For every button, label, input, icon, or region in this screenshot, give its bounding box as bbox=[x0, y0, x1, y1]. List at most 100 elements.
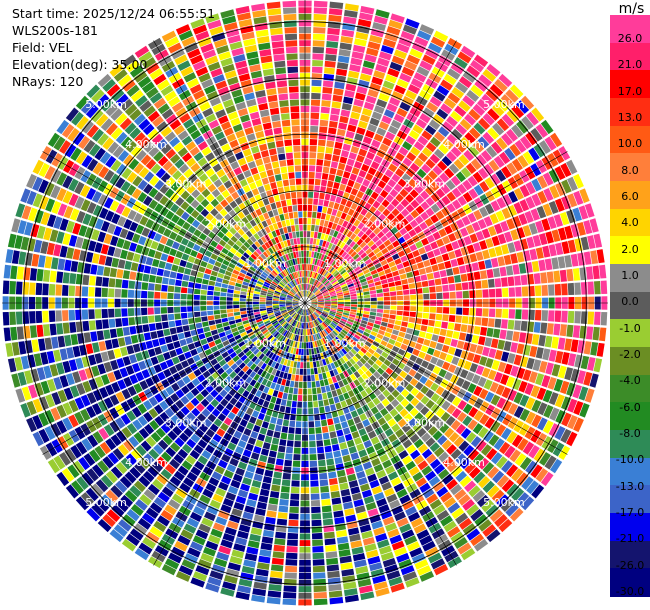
radar-gate bbox=[404, 223, 413, 232]
radar-gate bbox=[355, 315, 363, 320]
radar-gate bbox=[583, 251, 592, 265]
radar-gate bbox=[193, 294, 200, 300]
radar-gate bbox=[430, 382, 439, 392]
radar-gate bbox=[413, 141, 425, 151]
radar-gate bbox=[347, 179, 355, 188]
radar-gate bbox=[290, 486, 300, 494]
radar-gate bbox=[335, 344, 341, 352]
radar-gate bbox=[328, 471, 337, 479]
radar-gate bbox=[55, 310, 62, 322]
radar-gate bbox=[310, 305, 317, 309]
radar-gate bbox=[185, 337, 194, 345]
radar-gate bbox=[305, 290, 308, 297]
radar-gate bbox=[367, 123, 378, 133]
radar-gate bbox=[583, 371, 593, 386]
radar-gate bbox=[315, 291, 321, 296]
radar-gate bbox=[310, 297, 317, 301]
radar-gate bbox=[347, 390, 355, 398]
radar-gate bbox=[446, 404, 457, 415]
radar-gate bbox=[494, 318, 502, 328]
radar-gate bbox=[405, 168, 416, 178]
radar-gate bbox=[566, 324, 574, 338]
radar-gate bbox=[528, 371, 538, 384]
radar-gate bbox=[566, 382, 576, 397]
radar-gate bbox=[325, 282, 331, 287]
radar-gate bbox=[388, 318, 396, 325]
radar-gate bbox=[490, 338, 499, 349]
radar-gate bbox=[352, 277, 360, 283]
radar-gate bbox=[335, 263, 341, 270]
radar-gate bbox=[285, 453, 293, 460]
radar-gate bbox=[348, 446, 357, 454]
radar-gate bbox=[377, 222, 386, 231]
radar-gate bbox=[334, 284, 341, 289]
radar-gate bbox=[261, 482, 271, 491]
radar-gate bbox=[519, 394, 530, 407]
radar-gate bbox=[437, 160, 448, 171]
radar-gate bbox=[389, 534, 403, 545]
radar-gate bbox=[375, 348, 383, 355]
radar-gate bbox=[207, 315, 215, 321]
radar-gate bbox=[324, 538, 336, 546]
radar-gate bbox=[314, 225, 319, 232]
radar-gate bbox=[574, 311, 581, 324]
radar-gate bbox=[433, 446, 445, 458]
radar-gate bbox=[369, 214, 377, 223]
radar-gate bbox=[323, 329, 329, 335]
radar-gate bbox=[567, 398, 578, 413]
radar-gate bbox=[425, 399, 435, 410]
radar-gate bbox=[441, 321, 448, 329]
radar-gate bbox=[337, 277, 344, 283]
radar-gate bbox=[505, 503, 519, 517]
radar-gate bbox=[314, 289, 319, 294]
radar-gate bbox=[317, 245, 322, 253]
radar-gate bbox=[317, 317, 323, 323]
radar-gate bbox=[377, 297, 384, 301]
radar-gate bbox=[255, 467, 265, 476]
radar-gate bbox=[364, 236, 372, 244]
radar-gate bbox=[214, 281, 222, 288]
radar-gate bbox=[368, 334, 376, 341]
radar-gate bbox=[363, 101, 375, 111]
radar-gate bbox=[427, 425, 438, 436]
radar-gate bbox=[354, 464, 364, 473]
radar-gate bbox=[462, 415, 473, 427]
radar-gate bbox=[328, 8, 343, 16]
radar-gate bbox=[424, 186, 435, 196]
radar-gate bbox=[302, 329, 305, 336]
radar-gate bbox=[449, 291, 456, 299]
radar-gate bbox=[381, 115, 392, 125]
radar-gate bbox=[280, 492, 290, 500]
radar-gate bbox=[393, 113, 405, 124]
radar-gate bbox=[291, 354, 296, 361]
radar-gate bbox=[155, 322, 163, 330]
radar-gate bbox=[322, 432, 330, 440]
radar-gate bbox=[321, 426, 329, 433]
radar-gate bbox=[322, 311, 329, 316]
radar-gate bbox=[365, 129, 375, 139]
radar-gate bbox=[336, 232, 343, 240]
radar-gate bbox=[350, 111, 361, 120]
radar-gate bbox=[559, 324, 567, 337]
radar-gate bbox=[312, 46, 325, 54]
radar-gate bbox=[422, 54, 436, 66]
radar-gate bbox=[333, 216, 340, 224]
radar-gate bbox=[312, 258, 316, 265]
radar-gate bbox=[339, 42, 352, 51]
radar-gate bbox=[181, 345, 190, 353]
radar-gate bbox=[356, 289, 363, 294]
radar-gate bbox=[385, 131, 396, 141]
radar-gate bbox=[447, 322, 455, 330]
radar-gate bbox=[332, 330, 338, 336]
radar-gate bbox=[184, 268, 192, 275]
radar-gate bbox=[332, 253, 339, 260]
radar-gate bbox=[344, 304, 351, 307]
radar-gate bbox=[437, 262, 446, 271]
radar-gate bbox=[490, 141, 503, 154]
radar-gate bbox=[345, 343, 353, 351]
radar-gate bbox=[540, 322, 548, 334]
radar-gate bbox=[561, 179, 572, 194]
radar-gate bbox=[312, 40, 325, 47]
radar-gate bbox=[450, 448, 462, 460]
radar-gate bbox=[401, 529, 415, 540]
